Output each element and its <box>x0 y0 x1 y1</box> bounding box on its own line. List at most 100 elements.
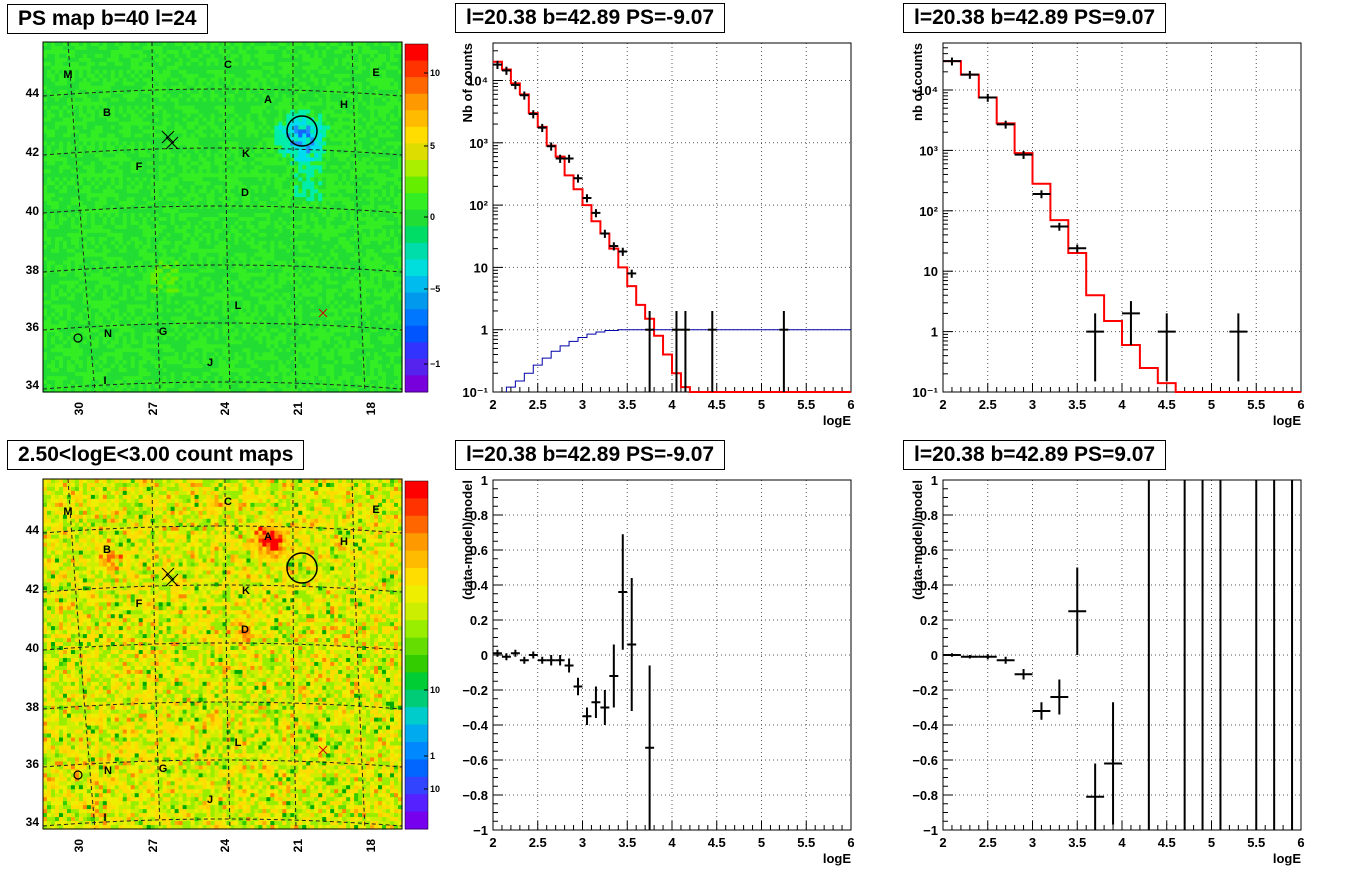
x-tick-label: 4.5 <box>708 835 726 850</box>
source-label: E <box>372 67 379 79</box>
data-point <box>618 248 627 256</box>
y-tick-label: 1 <box>931 325 938 340</box>
x-tick-label: 5.5 <box>797 397 815 412</box>
x-tick-label: 5.5 <box>1247 835 1265 850</box>
residual-point <box>583 708 592 726</box>
ps-map-title: PS map b=40 l=24 <box>7 4 208 34</box>
residual-point <box>997 657 1015 664</box>
y-tick-label: 40 <box>26 641 40 655</box>
colorbar-tick-label: 10⁻¹ <box>430 784 440 794</box>
residual-point <box>502 653 511 660</box>
y-tick-label: −0.4 <box>462 718 488 733</box>
x-tick-label: 24 <box>218 402 232 416</box>
x-tick-label: 2.5 <box>979 835 997 850</box>
data-point <box>565 155 574 163</box>
colorbar-tick-label: −5 <box>430 284 440 294</box>
residual-point <box>529 652 538 659</box>
x-tick-label: 24 <box>218 839 232 853</box>
y-tick-label: 10⁻¹ <box>462 385 488 400</box>
residual-point <box>520 657 529 664</box>
x-tick-label: 6 <box>847 397 854 412</box>
colorbar-tick-label: 10 <box>430 685 440 695</box>
x-axis-label: logE <box>1273 851 1301 866</box>
model-step-line <box>943 61 1301 392</box>
y-tick-label: 38 <box>26 263 40 277</box>
x-tick-label: 4 <box>1118 835 1126 850</box>
residual-point <box>591 687 600 719</box>
y-tick-label: 44 <box>26 86 40 100</box>
residual-point <box>511 650 520 657</box>
y-tick-label: −1 <box>473 823 488 838</box>
x-tick-label: 5.5 <box>797 835 815 850</box>
residual-point <box>943 653 961 657</box>
source-label: N <box>104 328 112 340</box>
data-point <box>681 311 690 392</box>
source-label: E <box>372 504 379 516</box>
residual-pos-title: l=20.38 b=42.89 PS=9.07 <box>903 440 1166 470</box>
y-tick-label: 1 <box>481 323 488 338</box>
x-tick-label: 27 <box>146 402 160 416</box>
data-point <box>779 311 788 392</box>
colorbar-tick-label: 0 <box>430 212 435 222</box>
spectrum-neg-title: l=20.38 b=42.89 PS=-9.07 <box>455 3 725 33</box>
colorbar-tick-label: 1 <box>430 751 435 761</box>
residual-point <box>538 657 547 664</box>
y-tick-label: −0.8 <box>462 788 488 803</box>
x-tick-label: 3 <box>1029 835 1036 850</box>
x-tick-label: 21 <box>291 402 305 416</box>
data-point <box>645 311 654 392</box>
x-tick-label: 4 <box>668 397 676 412</box>
residual-point <box>493 650 502 657</box>
x-tick-label: 2.5 <box>529 835 547 850</box>
source-label: I <box>103 375 106 387</box>
source-label: D <box>241 187 249 199</box>
x-axis-label: logE <box>823 851 851 866</box>
residual-point <box>1015 669 1033 680</box>
source-label: A <box>264 531 272 543</box>
x-tick-label: 2 <box>939 835 946 850</box>
x-tick-label: 3 <box>1029 397 1036 412</box>
y-tick-label: 36 <box>26 320 40 334</box>
x-tick-label: 5 <box>758 397 765 412</box>
y-tick-label: 10³ <box>919 143 938 158</box>
residual-point <box>600 690 609 725</box>
data-point <box>1122 301 1140 345</box>
grid-lines <box>493 43 851 392</box>
source-label: G <box>159 763 168 775</box>
data-point <box>520 91 529 99</box>
y-tick-label: 0 <box>481 648 488 663</box>
residual-point <box>547 655 556 666</box>
data-point <box>1068 245 1086 253</box>
y-tick-label: −1 <box>923 823 938 838</box>
data-point <box>1229 313 1247 381</box>
data-point <box>1158 313 1176 381</box>
residual-point <box>627 578 636 711</box>
y-tick-label: 44 <box>26 523 40 537</box>
data-point <box>583 194 592 202</box>
y-tick-label: 10² <box>469 198 488 213</box>
source-label: B <box>103 107 111 119</box>
y-tick-label: 0.2 <box>920 613 938 628</box>
colorbar-tick-label: −10 <box>430 359 440 369</box>
data-point <box>529 110 538 118</box>
source-label: L <box>235 737 242 749</box>
x-axis-label: logE <box>1273 413 1301 428</box>
y-tick-label: −0.4 <box>912 718 938 733</box>
y-tick-label: 10 <box>924 264 938 279</box>
data-point <box>547 142 556 150</box>
data-point <box>672 311 681 392</box>
y-tick-label: 0 <box>931 648 938 663</box>
x-tick-label: 5 <box>1208 835 1215 850</box>
data-point <box>708 311 717 392</box>
y-tick-label: 10 <box>474 260 488 275</box>
colorbar <box>405 44 428 393</box>
y-tick-label: 42 <box>26 582 40 596</box>
